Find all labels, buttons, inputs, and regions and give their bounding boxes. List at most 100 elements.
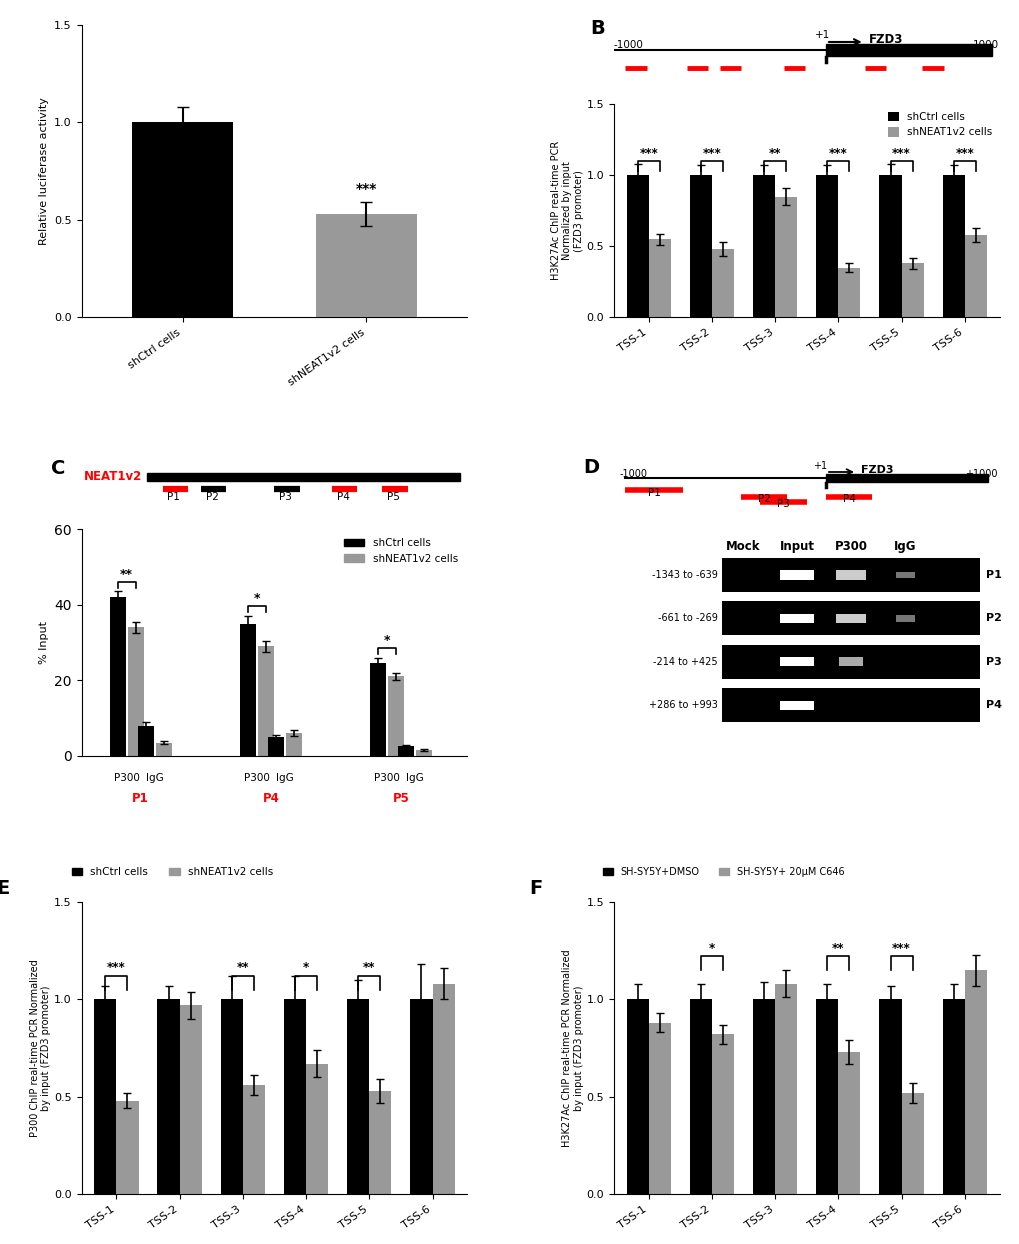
Bar	[220, 999, 243, 1194]
Text: **: **	[768, 147, 781, 159]
Legend: shCtrl cells, shNEAT1v2 cells: shCtrl cells, shNEAT1v2 cells	[67, 863, 277, 882]
Bar	[157, 999, 179, 1194]
Bar	[901, 264, 923, 317]
Text: P3: P3	[278, 493, 291, 503]
Text: P4: P4	[842, 494, 855, 504]
Bar	[711, 1035, 734, 1194]
Text: C: C	[51, 459, 65, 479]
Bar	[243, 1085, 265, 1194]
Bar	[752, 999, 774, 1194]
Bar	[689, 999, 711, 1194]
Legend: SH-SY5Y+DMSO, SH-SY5Y+ 20μM C646: SH-SY5Y+DMSO, SH-SY5Y+ 20μM C646	[599, 863, 848, 881]
Text: P2: P2	[757, 494, 770, 504]
Bar	[239, 623, 256, 755]
Bar	[838, 1052, 860, 1194]
Bar	[779, 570, 813, 580]
Bar	[369, 1091, 391, 1194]
Bar	[94, 999, 116, 1194]
Text: P3: P3	[776, 499, 790, 509]
Y-axis label: Relative luciferase activity: Relative luciferase activity	[39, 97, 49, 245]
Text: *: *	[383, 634, 390, 647]
Text: -214 to +425: -214 to +425	[653, 657, 717, 667]
Bar	[689, 175, 711, 317]
Bar	[895, 571, 914, 578]
Bar	[901, 1093, 923, 1194]
Text: P1: P1	[132, 791, 149, 805]
Bar	[878, 175, 901, 317]
Text: P4: P4	[262, 791, 279, 805]
Text: ***: ***	[892, 147, 910, 159]
Bar	[648, 1023, 671, 1194]
Bar	[815, 999, 838, 1194]
Legend: shCtrl cells, shNEAT1v2 cells: shCtrl cells, shNEAT1v2 cells	[339, 534, 462, 567]
Bar	[774, 984, 797, 1194]
Bar	[138, 725, 154, 755]
Bar	[258, 646, 274, 755]
Bar	[116, 1101, 139, 1194]
Text: P4: P4	[985, 700, 1001, 710]
Text: -1343 to -639: -1343 to -639	[651, 570, 717, 580]
Bar	[721, 559, 979, 592]
Text: P300: P300	[374, 773, 399, 782]
Bar	[397, 746, 414, 755]
Bar	[779, 700, 813, 709]
Bar	[110, 597, 125, 755]
Text: -1000: -1000	[620, 469, 647, 479]
Text: IgG: IgG	[146, 773, 163, 782]
Bar	[774, 197, 797, 317]
Bar	[316, 214, 417, 317]
Text: ***: ***	[356, 183, 377, 197]
Text: D: D	[583, 459, 598, 478]
Text: P4: P4	[336, 493, 350, 503]
Bar	[268, 736, 283, 755]
Text: ***: ***	[892, 942, 910, 954]
Text: F: F	[529, 878, 542, 897]
Text: FZD3: FZD3	[867, 32, 902, 46]
Text: P5: P5	[392, 791, 410, 805]
Bar	[836, 613, 865, 623]
Bar	[815, 175, 838, 317]
Text: **: **	[120, 567, 133, 581]
Bar	[839, 657, 862, 667]
Text: +1000: +1000	[964, 469, 997, 479]
Text: 1000: 1000	[972, 40, 998, 50]
Text: FZD3: FZD3	[860, 464, 893, 475]
Text: P2: P2	[985, 613, 1001, 623]
Bar	[895, 615, 914, 622]
Text: Mock: Mock	[726, 540, 759, 552]
Bar	[432, 984, 454, 1194]
Text: ***: ***	[639, 147, 657, 159]
Text: IgG: IgG	[406, 773, 424, 782]
Bar	[648, 239, 671, 317]
Bar	[964, 235, 986, 317]
Bar	[416, 750, 432, 755]
Legend: shCtrl cells, shNEAT1v2 cells: shCtrl cells, shNEAT1v2 cells	[886, 109, 994, 139]
Text: -1000: -1000	[613, 40, 643, 50]
Bar	[179, 1005, 202, 1194]
Text: +1: +1	[812, 462, 826, 471]
Text: P2: P2	[206, 493, 218, 503]
Text: ***: ***	[107, 962, 125, 974]
Bar	[752, 175, 774, 317]
Text: *: *	[708, 942, 714, 954]
Bar	[779, 657, 813, 667]
Bar	[721, 688, 979, 722]
Bar	[626, 999, 648, 1194]
Bar	[942, 175, 964, 317]
Text: **: **	[832, 942, 844, 954]
Bar	[626, 175, 648, 317]
Y-axis label: P300 ChIP real-time PCR Normalized
by input (FZD3 promoter): P300 ChIP real-time PCR Normalized by in…	[30, 959, 51, 1137]
Text: ***: ***	[702, 147, 720, 159]
Text: Input: Input	[779, 540, 814, 552]
Text: P5: P5	[386, 493, 399, 503]
Text: **: **	[363, 962, 375, 974]
Bar	[878, 999, 901, 1194]
Y-axis label: % Input: % Input	[39, 621, 49, 664]
Bar	[942, 999, 964, 1194]
Y-axis label: H3K27Ac ChIP real-time PCR Normalized
by input (FZD3 promoter): H3K27Ac ChIP real-time PCR Normalized by…	[561, 949, 583, 1147]
Text: **: **	[236, 962, 249, 974]
Text: P1: P1	[985, 570, 1001, 580]
Text: IgG: IgG	[276, 773, 293, 782]
Bar	[147, 473, 460, 481]
Text: P300: P300	[114, 773, 140, 782]
